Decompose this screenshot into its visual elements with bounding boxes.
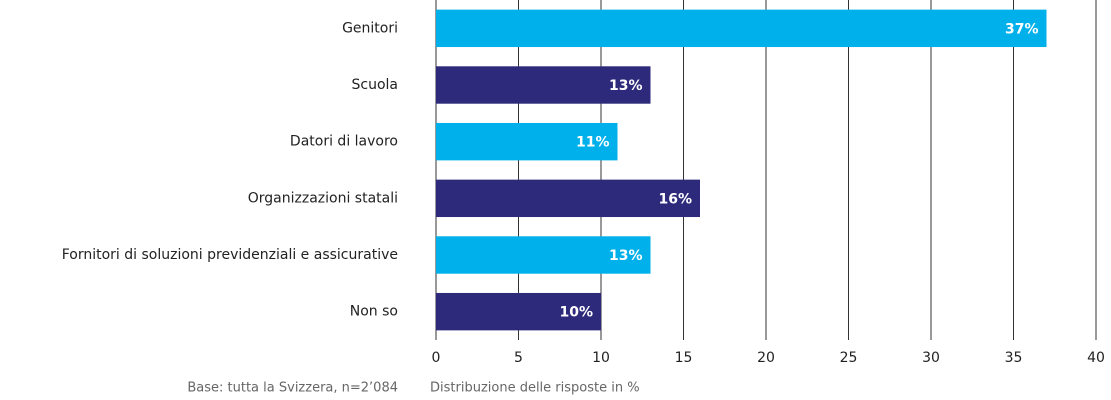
value-label: 10% (559, 305, 593, 321)
x-axis-label: Distribuzione delle risposte in % (430, 381, 640, 396)
value-label: 13% (609, 248, 643, 264)
x-tick-label: 35 (1005, 350, 1023, 366)
y-tick-label: Datori di lavoro (290, 134, 398, 150)
bar (436, 236, 651, 274)
x-tick-label: 30 (922, 350, 940, 366)
bar (436, 179, 700, 218)
bar (436, 122, 618, 161)
x-tick-label: 25 (840, 350, 858, 366)
x-tick-label: 15 (675, 350, 693, 366)
y-tick-label: Non so (350, 304, 398, 320)
bar (436, 66, 651, 104)
value-label: 13% (609, 78, 643, 94)
y-tick-label: Scuola (352, 77, 399, 93)
value-label: 37% (1005, 21, 1039, 37)
bar (436, 292, 601, 331)
value-label: 16% (658, 191, 692, 207)
value-label: 11% (576, 135, 610, 151)
x-tick-label: 40 (1087, 350, 1105, 366)
x-tick-label: 20 (757, 350, 775, 366)
bar (436, 9, 1047, 48)
note: Base: tutta la Svizzera, n=2’084 (187, 381, 398, 396)
x-tick-label: 10 (592, 350, 610, 366)
y-tick-label: Fornitori di soluzioni previdenziali e a… (62, 247, 398, 263)
x-tick-label: 5 (514, 350, 523, 366)
y-tick-label: Genitori (342, 20, 398, 36)
y-tick-label: Organizzazioni statali (248, 190, 398, 206)
x-tick-label: 0 (432, 350, 441, 366)
